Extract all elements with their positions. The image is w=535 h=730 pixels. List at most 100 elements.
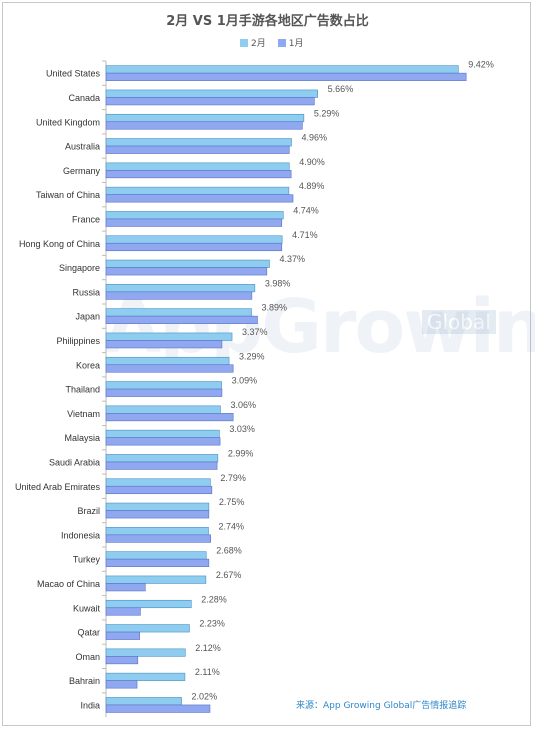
category-label: Japan — [75, 312, 100, 322]
bar-series-1 — [105, 429, 220, 438]
data-label: 2.23% — [199, 619, 225, 629]
bar-series-1 — [105, 162, 290, 171]
category-label: Philippines — [56, 336, 100, 346]
data-label: 5.66% — [328, 84, 354, 94]
bar-series-2 — [105, 218, 283, 227]
data-label: 4.37% — [279, 254, 305, 264]
bar-series-2 — [105, 704, 211, 713]
category-label: France — [72, 214, 100, 224]
data-label: 2.28% — [201, 594, 227, 604]
bar-series-2 — [105, 242, 283, 252]
data-label: 3.03% — [229, 424, 255, 434]
bar-series-2 — [105, 315, 258, 324]
legend-swatch-series-1 — [240, 38, 248, 47]
category-label: Kuwait — [73, 603, 101, 613]
category-label: Thailand — [65, 385, 100, 395]
bar-series-2 — [105, 97, 315, 106]
bar-series-1 — [105, 502, 210, 511]
bar-series-1 — [105, 527, 209, 536]
category-label: Saudi Arabia — [49, 457, 100, 467]
bar-series-1 — [105, 648, 186, 657]
category-label: Korea — [76, 360, 100, 370]
category-label: Russia — [72, 287, 100, 297]
bar-series-1 — [105, 89, 318, 98]
bar-series-1 — [105, 235, 283, 244]
data-label: 3.09% — [232, 376, 258, 386]
bar-series-1 — [105, 478, 211, 487]
category-label: Macao of China — [37, 579, 100, 589]
bar-series-2 — [105, 72, 467, 81]
category-label: Indonesia — [61, 530, 100, 540]
bar-series-2 — [105, 121, 303, 130]
data-label: 5.29% — [314, 108, 340, 118]
bar-series-2 — [105, 145, 290, 154]
data-label: 3.37% — [242, 327, 268, 337]
category-label: Singapore — [59, 263, 100, 273]
data-label: 2.68% — [216, 546, 242, 556]
bar-series-2 — [105, 485, 213, 495]
data-label: 2.11% — [195, 667, 220, 677]
bar-series-1 — [105, 405, 221, 414]
legend-label-series-2: 1月 — [288, 39, 304, 49]
category-label: Qatar — [77, 628, 100, 638]
category-label: Hong Kong of China — [19, 239, 100, 249]
bar-series-2 — [105, 388, 223, 397]
bar-series-2 — [105, 291, 253, 300]
data-label: 4.89% — [299, 181, 325, 191]
bar-series-2 — [105, 583, 146, 592]
data-label: 9.42% — [468, 60, 494, 70]
category-label: Australia — [65, 142, 100, 152]
bar-series-1 — [105, 624, 190, 633]
category-label: Canada — [68, 93, 100, 103]
bar-series-2 — [105, 607, 141, 616]
bar-series-1 — [105, 599, 192, 609]
bar-series-1 — [105, 284, 256, 293]
category-label: United States — [46, 69, 101, 79]
source-note: 来源：App Growing Global广告情报追踪 — [296, 701, 467, 711]
bar-series-1 — [105, 575, 207, 584]
data-label: 4.71% — [292, 230, 318, 240]
category-label: United Arab Emirates — [15, 482, 101, 492]
legend-item-series-1: 2月 — [240, 36, 266, 49]
bar-series-2 — [105, 340, 223, 349]
bar-series-1 — [105, 551, 207, 560]
category-label: Oman — [75, 652, 100, 662]
bar-series-1 — [105, 381, 222, 390]
bar-series-2 — [105, 631, 140, 640]
legend-label-series-1: 2月 — [251, 39, 266, 49]
data-label: 3.98% — [265, 278, 291, 288]
bar-series-2 — [105, 364, 234, 373]
data-label: 3.06% — [230, 400, 256, 410]
data-label: 4.90% — [299, 157, 325, 167]
data-label: 4.96% — [302, 133, 328, 143]
bar-series-2 — [105, 413, 234, 422]
bar-series-1 — [105, 697, 182, 706]
data-label: 3.29% — [239, 351, 265, 361]
bar-series-1 — [105, 308, 252, 317]
bar-series-2 — [105, 558, 210, 567]
bar-series-2 — [105, 534, 212, 543]
data-label: 2.75% — [219, 497, 245, 507]
bar-series-1 — [105, 65, 459, 74]
bar-series-2 — [105, 170, 292, 179]
bar-series-1 — [105, 332, 233, 341]
legend-swatch-series-2 — [277, 38, 286, 47]
bar-series-1 — [105, 113, 305, 123]
bar-series-1 — [105, 672, 186, 681]
category-label: Vietnam — [67, 409, 100, 419]
data-label: 2.74% — [218, 521, 244, 531]
bar-series-2 — [105, 194, 294, 203]
bar-series-1 — [105, 454, 219, 463]
category-label: Bahrain — [69, 676, 100, 686]
bar-series-1 — [105, 356, 230, 366]
bar-series-1 — [105, 186, 290, 195]
legend-item-series-2: 1月 — [277, 36, 304, 49]
bar-series-2 — [105, 461, 218, 470]
category-label: India — [80, 700, 100, 710]
category-label: Malaysia — [64, 433, 100, 443]
data-label: 2.99% — [228, 448, 254, 458]
bar-series-1 — [105, 211, 284, 220]
data-label: 2.12% — [195, 643, 221, 653]
bar-series-1 — [105, 138, 292, 147]
